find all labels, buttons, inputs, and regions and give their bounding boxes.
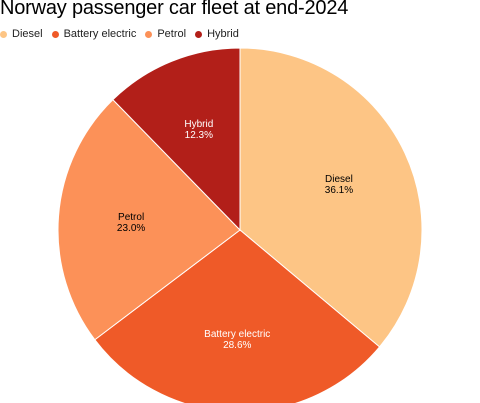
slice-value-label-battery-electric: 28.6%: [223, 340, 251, 351]
pie-slice-hybrid[interactable]: [112, 47, 241, 232]
slice-value-label-hybrid: 12.3%: [185, 130, 213, 141]
legend-label-diesel: Diesel: [12, 28, 43, 40]
pie-slice-diesel[interactable]: [239, 47, 423, 348]
slice-name-label-hybrid: Hybrid: [184, 119, 213, 130]
legend-item-petrol[interactable]: Petrol: [145, 28, 186, 40]
legend-label-battery-electric: Battery electric: [63, 28, 137, 40]
pie-slice-battery-electric[interactable]: [94, 229, 381, 403]
slice-name-label-petrol: Petrol: [118, 212, 144, 223]
pie-slice-petrol[interactable]: [57, 98, 241, 341]
slice-value-label-diesel: 36.1%: [325, 185, 353, 196]
slice-name-label-battery-electric: Battery electric: [204, 329, 270, 340]
legend-item-hybrid[interactable]: Hybrid: [195, 28, 239, 40]
chart-title: Norway passenger car fleet at end-2024: [0, 0, 349, 19]
legend-label-hybrid: Hybrid: [207, 28, 239, 40]
legend: Diesel Battery electric Petrol Hybrid: [0, 28, 248, 40]
legend-item-battery-electric[interactable]: Battery electric: [51, 28, 137, 40]
legend-swatch-petrol: [145, 30, 153, 38]
slice-name-label-diesel: Diesel: [325, 174, 353, 185]
slice-value-label-petrol: 23.0%: [117, 223, 145, 234]
legend-swatch-hybrid: [195, 30, 203, 38]
legend-label-petrol: Petrol: [157, 28, 187, 40]
legend-swatch-battery-electric: [51, 30, 59, 38]
legend-swatch-diesel: [0, 30, 7, 38]
legend-item-diesel[interactable]: Diesel: [0, 28, 43, 40]
